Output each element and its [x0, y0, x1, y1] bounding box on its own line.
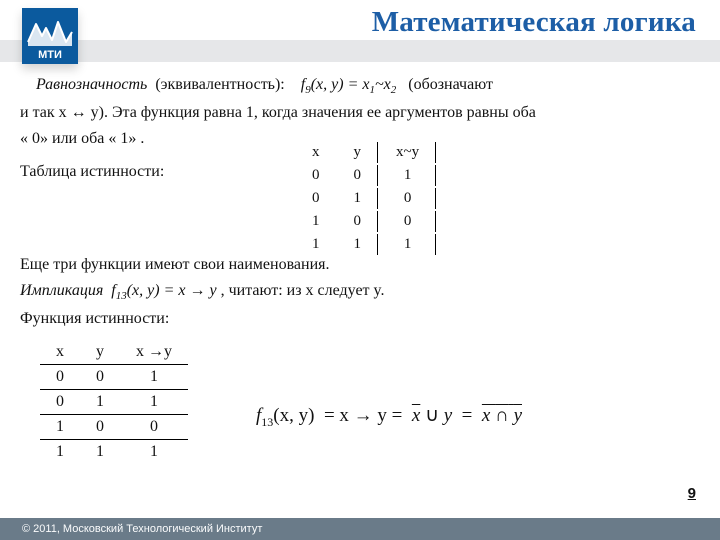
three-more-funcs: Еще три функции имеют свои наименования.: [20, 254, 700, 276]
th-x: x: [296, 142, 336, 163]
mid-block: Еще три функции имеют свои наименования.…: [20, 254, 700, 333]
table-row: x y x →y: [40, 340, 188, 365]
th2-xy: x →y: [120, 340, 188, 365]
truth-table-1: x y x~y 001 010 100 111: [294, 140, 438, 257]
func-truth-label: Функция истинности:: [20, 308, 700, 330]
equiv-func: f9(x, y) = x1~x2: [297, 76, 400, 93]
impl-func: f13(x, y) = x → y: [111, 282, 216, 299]
equiv-trail: (обозначают: [408, 76, 493, 93]
equivalence-term: Равнозначность: [36, 76, 147, 93]
header-stripe: [0, 40, 720, 62]
table-row: x y x~y: [296, 142, 436, 163]
page-title: Математическая логика: [372, 6, 696, 39]
truth-table-label: Таблица истинности:: [20, 161, 164, 183]
logo: МТИ: [22, 8, 78, 64]
th-xy: x~y: [380, 142, 436, 163]
overline-xcapy: x ∩ y: [482, 405, 522, 427]
th-y: y: [338, 142, 379, 163]
table-row: 111: [296, 234, 436, 255]
th2-x: x: [40, 340, 80, 365]
implication-line: Импликация f13(x, y) = x → y , читают: и…: [20, 280, 700, 304]
impl-read: , читают: из x следует y.: [221, 282, 385, 299]
header: МТИ Математическая логика: [0, 0, 720, 62]
table-row: 011: [40, 390, 188, 415]
equivalence-line-1: Равнозначность (эквивалентность): f9(x, …: [20, 74, 700, 98]
table-row: 100: [40, 415, 188, 440]
implication-term: Импликация: [20, 282, 103, 299]
footer-text: © 2011, Московский Технологический Инсти…: [22, 523, 262, 535]
svg-text:МТИ: МТИ: [38, 49, 62, 61]
table-row: 111: [40, 440, 188, 465]
page-number: 9: [688, 485, 696, 502]
logo-mountains-icon: МТИ: [22, 8, 78, 64]
implication-equation: f13(x, y) = x → y = x ∪ y = x ∩ y: [256, 404, 522, 430]
table-row: 001: [40, 365, 188, 390]
overline-x: x: [412, 405, 420, 427]
table-row: 010: [296, 188, 436, 209]
footer: © 2011, Московский Технологический Инсти…: [0, 518, 720, 540]
table-row: 001: [296, 165, 436, 186]
equivalence-note: (эквивалентность):: [155, 76, 284, 93]
truth-table-2: x y x →y 001 011 100 111: [40, 340, 188, 464]
th2-y: y: [80, 340, 120, 365]
table-row: 100: [296, 211, 436, 232]
equivalence-line-2: и так x ↔ y). Эта функция равна 1, когда…: [20, 102, 700, 124]
